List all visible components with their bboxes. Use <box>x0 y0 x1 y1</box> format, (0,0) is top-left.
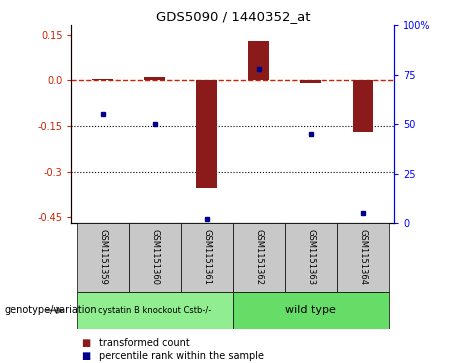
Text: cystatin B knockout Cstb-/-: cystatin B knockout Cstb-/- <box>98 306 211 315</box>
Text: GSM1151364: GSM1151364 <box>358 229 367 285</box>
Text: ■: ■ <box>81 351 90 362</box>
Title: GDS5090 / 1440352_at: GDS5090 / 1440352_at <box>155 10 310 23</box>
Text: percentile rank within the sample: percentile rank within the sample <box>99 351 264 362</box>
Text: wild type: wild type <box>285 305 337 315</box>
Bar <box>144 77 165 80</box>
FancyBboxPatch shape <box>233 223 285 292</box>
Bar <box>196 80 217 188</box>
Bar <box>92 79 113 80</box>
FancyBboxPatch shape <box>77 292 233 329</box>
Text: GSM1151363: GSM1151363 <box>307 229 315 285</box>
Text: GSM1151359: GSM1151359 <box>98 229 107 285</box>
FancyBboxPatch shape <box>181 223 233 292</box>
Text: GSM1151361: GSM1151361 <box>202 229 211 285</box>
Text: GSM1151360: GSM1151360 <box>150 229 159 285</box>
Text: genotype/variation: genotype/variation <box>5 305 97 315</box>
Bar <box>353 80 373 132</box>
Text: transformed count: transformed count <box>99 338 190 348</box>
Text: ■: ■ <box>81 338 90 348</box>
FancyBboxPatch shape <box>233 292 389 329</box>
FancyBboxPatch shape <box>129 223 181 292</box>
Bar <box>301 80 321 83</box>
Bar <box>248 41 269 80</box>
Text: GSM1151362: GSM1151362 <box>254 229 263 285</box>
FancyBboxPatch shape <box>77 223 129 292</box>
FancyBboxPatch shape <box>285 223 337 292</box>
FancyBboxPatch shape <box>337 223 389 292</box>
